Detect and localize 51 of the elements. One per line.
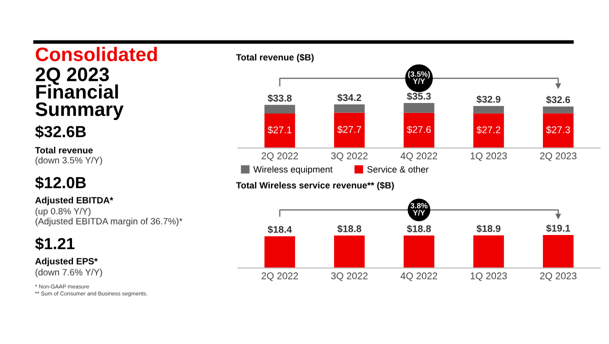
bar xyxy=(334,112,365,148)
bar xyxy=(264,113,296,148)
bar xyxy=(404,112,434,148)
text: Adjusted EPS* xyxy=(35,258,98,266)
total-label: $34.2 xyxy=(337,94,362,102)
data-label: $19.1 xyxy=(546,224,570,232)
total-label: $32.9 xyxy=(476,95,500,104)
bar xyxy=(334,104,365,113)
text: Total revenue xyxy=(35,146,93,154)
legend-label: Wireless equipment xyxy=(253,166,333,174)
x-tick-label: 1Q 2023 xyxy=(470,272,507,282)
text: 2Q 2023 Financial Summary xyxy=(36,68,124,120)
bar xyxy=(473,113,504,148)
text: Consolidated xyxy=(36,46,157,62)
text: (Adjusted EBITDA margin of 36.7%)* xyxy=(36,218,182,226)
text: $12.0B xyxy=(35,176,86,190)
text: (up 0.8% Y/Y) xyxy=(36,208,90,216)
bar xyxy=(404,103,434,113)
x-tick-label: 2Q 2022 xyxy=(262,272,298,282)
text: (down 7.6% Y/Y) xyxy=(36,268,102,278)
x-tick-label: 4Q 2022 xyxy=(400,272,438,282)
data-label: $18.8 xyxy=(337,224,362,233)
chart-title: Total revenue ($B) xyxy=(236,54,314,62)
data-label: $27.7 xyxy=(337,126,362,134)
data-label: $18.4 xyxy=(268,226,292,234)
data-label: $27.3 xyxy=(546,126,570,134)
x-tick-label: 4Q 2022 xyxy=(400,152,438,162)
x-tick-label: 3Q 2022 xyxy=(331,152,368,162)
bar xyxy=(473,106,504,114)
x-tick-label: 3Q 2022 xyxy=(331,272,368,282)
total-label: $32.6 xyxy=(546,96,570,104)
x-tick-label: 2Q 2022 xyxy=(262,152,298,162)
x-tick-label: 2Q 2023 xyxy=(540,272,576,282)
legend-label: Service & other xyxy=(367,166,428,173)
x-tick-label: 1Q 2023 xyxy=(470,152,507,162)
text: $32.6B xyxy=(35,125,86,138)
chart-title: Total Wireless service revenue** ($B) xyxy=(236,182,394,190)
bar xyxy=(542,113,574,148)
total-label: $35.3 xyxy=(406,92,431,100)
x-tick-label: 2Q 2023 xyxy=(540,152,576,162)
bar xyxy=(264,104,296,114)
data-label: $27.6 xyxy=(406,126,431,134)
total-label: $33.8 xyxy=(268,94,292,102)
text: (down 3.5% Y/Y) xyxy=(36,156,102,166)
text: Adjusted EBITDA* xyxy=(35,196,114,206)
bar xyxy=(542,106,574,114)
data-label: $18.8 xyxy=(406,224,431,233)
text: $1.21 xyxy=(35,237,75,250)
data-label: $27.1 xyxy=(268,126,292,134)
data-label: $27.2 xyxy=(476,126,500,134)
data-label: $18.9 xyxy=(476,224,500,233)
